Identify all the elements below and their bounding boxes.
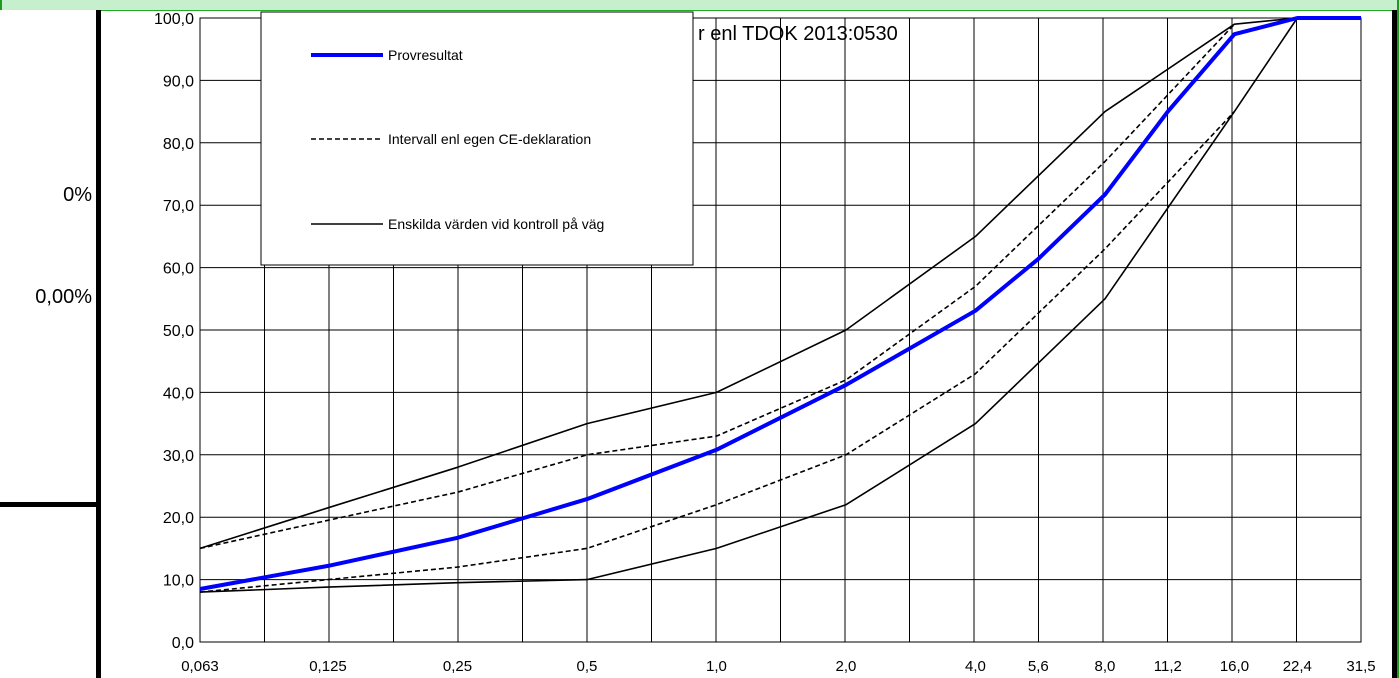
y-tick-label: 70,0 <box>163 198 194 215</box>
y-tick-label: 90,0 <box>163 73 194 90</box>
y-tick-label: 30,0 <box>163 448 194 465</box>
x-tick-label: 5,6 <box>1028 658 1049 675</box>
y-tick-label: 0,0 <box>172 635 194 652</box>
y-tick-label: 10,0 <box>163 573 194 590</box>
y-tick-label: 50,0 <box>163 323 194 340</box>
y-tick-label: 20,0 <box>163 510 194 527</box>
x-tick-label: 1,0 <box>706 658 727 675</box>
legend-label: Enskilda värden vid kontroll på väg <box>388 216 604 232</box>
chart-legend: Provresultat Intervall enl egen CE-deklar… <box>261 12 693 265</box>
legend-label: Intervall enl egen CE-deklaration <box>388 131 591 147</box>
chart-title: r enl TDOK 2013:0530 <box>698 23 898 45</box>
x-tick-label: 8,0 <box>1095 658 1116 675</box>
x-tick-label: 0,125 <box>309 658 347 675</box>
x-tick-label: 2,0 <box>836 658 857 675</box>
x-tick-label: 0,25 <box>443 658 472 675</box>
x-tick-label: 0,5 <box>577 658 598 675</box>
x-tick-label: 4,0 <box>965 658 986 675</box>
y-axis-ticks: 0,0 10,0 20,0 30,0 40,0 50,0 60,0 70,0 80,0 90,0 1… <box>154 11 194 652</box>
x-tick-label: 22,4 <box>1283 658 1312 675</box>
x-tick-label: 11,2 <box>1154 658 1182 675</box>
x-axis-ticks: 0,063 0,125 0,25 0,5 1,0 2,0 4,0 5,6 8,0 11,2 16,0… <box>181 658 1375 675</box>
y-tick-label: 100,0 <box>154 11 194 28</box>
y-tick-label: 80,0 <box>163 136 194 153</box>
y-tick-label: 40,0 <box>163 385 194 402</box>
legend-label: Provresultat <box>388 47 463 63</box>
x-tick-label: 16,0 <box>1220 658 1249 675</box>
y-tick-label: 60,0 <box>163 261 194 278</box>
x-tick-label: 31,5 <box>1346 658 1375 675</box>
x-tick-label: 0,063 <box>181 658 219 675</box>
